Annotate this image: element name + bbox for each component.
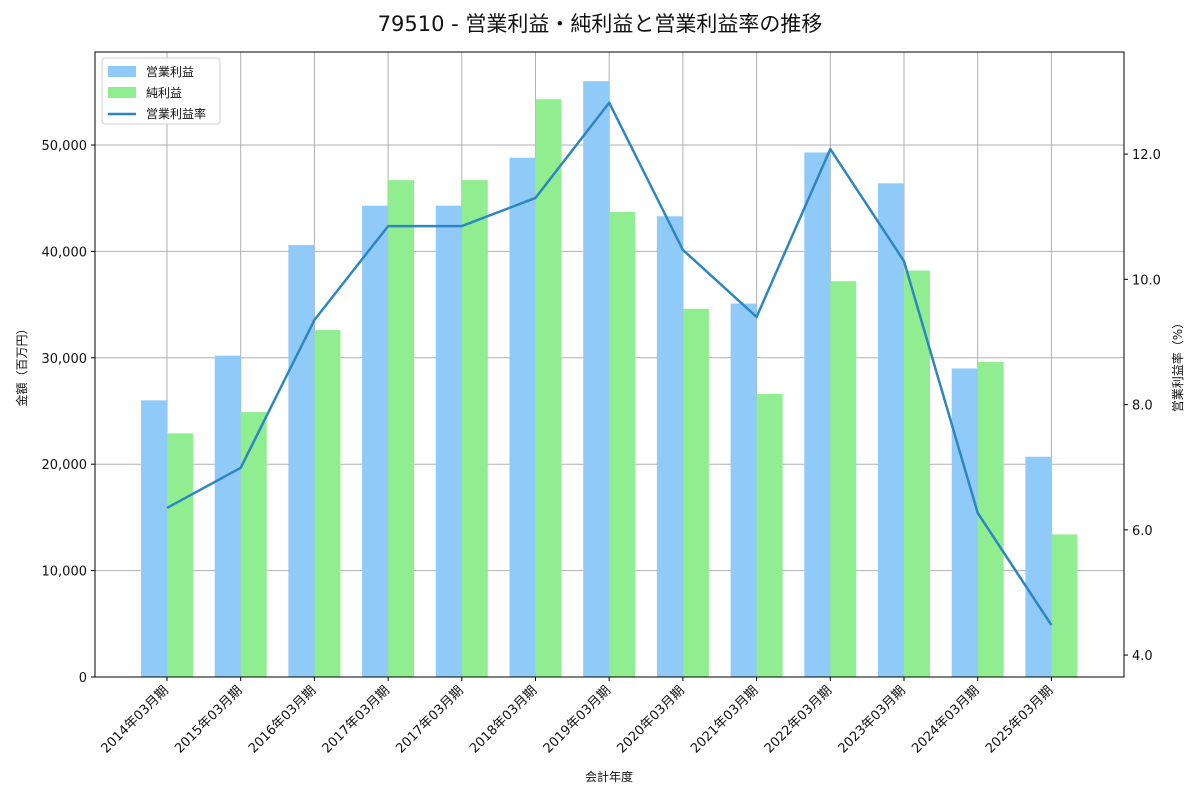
bar-net-profit [167, 433, 193, 677]
chart-title: 79510 - 営業利益・純利益と営業利益率の推移 [377, 12, 823, 36]
bar-operating-profit [878, 183, 904, 677]
bar-operating-profit [804, 152, 831, 677]
operating-margin-line [166, 101, 1053, 626]
x-tick-label: 2017年03月期 [393, 683, 466, 756]
bar-net-profit [388, 180, 415, 677]
y2-tick-label: 6.0 [1132, 524, 1153, 539]
bar-operating-profit [951, 368, 978, 677]
x-tick-label: 2022年03月期 [762, 683, 835, 756]
legend-swatch-net-profit [108, 87, 136, 98]
x-axis-label: 会計年度 [585, 769, 633, 784]
y2-tick-label: 12.0 [1132, 148, 1161, 163]
x-tick-label: 2025年03月期 [983, 683, 1056, 756]
y-tick-label: 40,000 [42, 245, 88, 260]
bar-operating-profit [509, 157, 536, 677]
y2-tick-label: 8.0 [1132, 399, 1153, 414]
bar-operating-profit [730, 303, 757, 677]
x-tick-label: 2024年03月期 [909, 683, 982, 756]
legend-label-operating-margin: 営業利益率 [146, 106, 206, 121]
bar-net-profit [756, 393, 783, 677]
y-tick-label: 50,000 [42, 139, 88, 154]
x-tick-label: 2021年03月期 [688, 683, 761, 756]
bar-net-profit [535, 99, 562, 678]
bar-net-profit [240, 412, 267, 677]
bar-operating-profit [1025, 456, 1052, 677]
x-tick-label: 2016年03月期 [246, 683, 319, 756]
y-axis-label: 金額（百万円） [14, 322, 29, 406]
line-series [166, 101, 1053, 626]
bar-operating-profit [362, 205, 389, 677]
legend-label-net-profit: 純利益 [146, 86, 182, 100]
bar-operating-profit [141, 400, 167, 677]
y2-tick-label: 4.0 [1132, 649, 1153, 664]
bar-net-profit [609, 212, 636, 678]
bar-net-profit [830, 281, 857, 677]
x-tick-label: 2020年03月期 [614, 683, 687, 756]
x-tick-label: 2019年03月期 [541, 683, 614, 756]
x-tick-label: 2017年03月期 [320, 683, 393, 756]
x-tick-label: 2023年03月期 [836, 683, 909, 756]
legend-swatch-operating-profit [108, 66, 136, 77]
x-tick-label: 2018年03月期 [467, 683, 540, 756]
x-tick-label: 2015年03月期 [172, 683, 245, 756]
bar-operating-profit [656, 216, 683, 678]
y-tick-label: 0 [79, 671, 87, 686]
x-tick-label: 2014年03月期 [99, 683, 172, 756]
y-tick-label: 20,000 [42, 458, 88, 473]
y-tick-label: 30,000 [42, 352, 88, 367]
y2-axis-label: 営業利益率（%） [1170, 317, 1185, 412]
bar-net-profit [461, 180, 488, 677]
bar-net-profit [904, 270, 930, 677]
bar-net-profit [314, 330, 341, 677]
y-tick-label: 10,000 [42, 565, 88, 580]
bar-operating-profit [435, 205, 462, 677]
bar-operating-profit [288, 245, 315, 677]
bar-operating-profit [214, 355, 241, 677]
bar-net-profit [1051, 534, 1078, 677]
legend-label-operating-profit: 営業利益 [146, 65, 194, 79]
y2-tick-label: 10.0 [1132, 273, 1161, 288]
bar-operating-profit [583, 81, 610, 677]
bar-net-profit [682, 308, 709, 677]
bar-series [141, 81, 1078, 678]
